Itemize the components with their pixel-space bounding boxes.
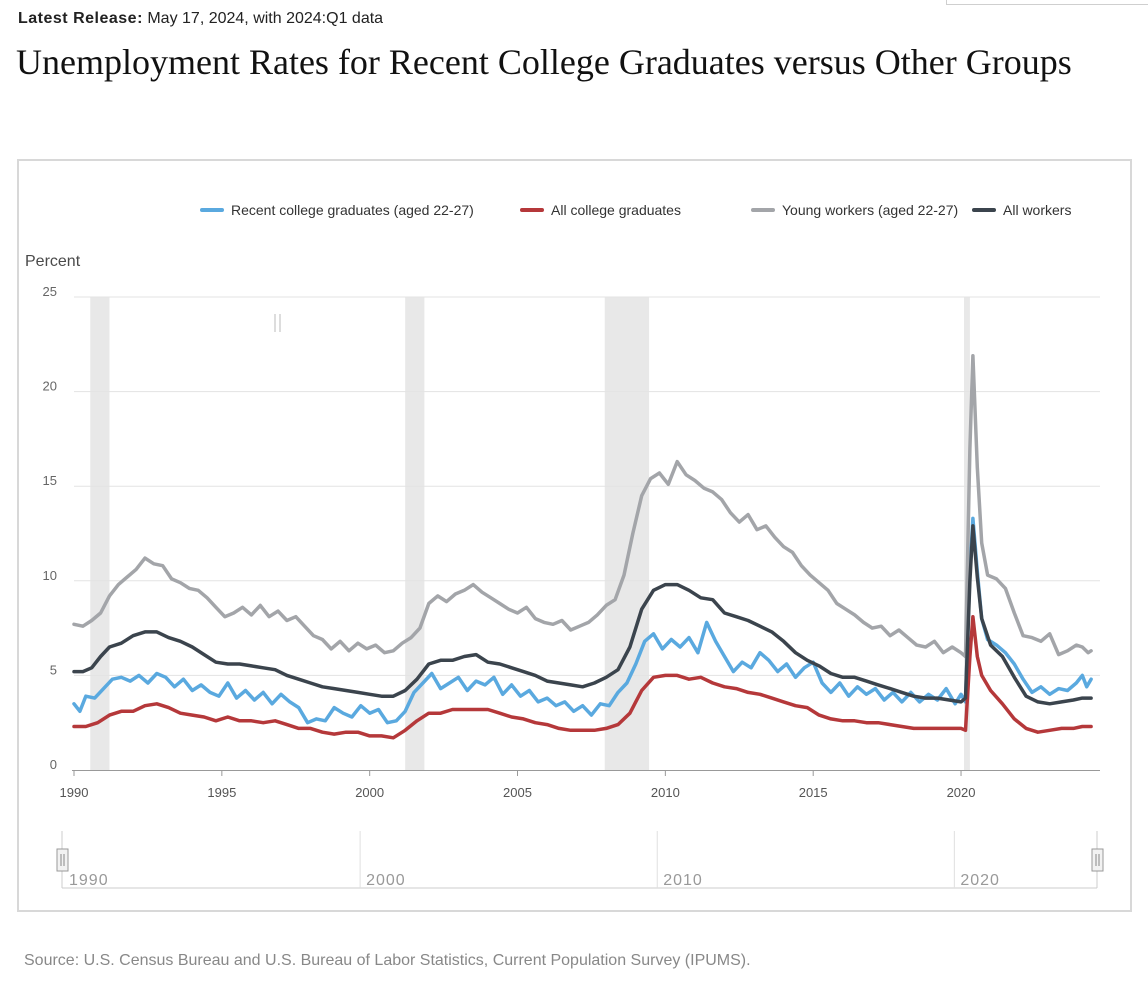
series-line-1: [72, 516, 1093, 725]
source-note: Source: U.S. Census Bureau and U.S. Bure…: [24, 952, 751, 969]
x-tick-label: 2000: [355, 785, 384, 800]
release-info: Latest Release: May 17, 2024, with 2024:…: [18, 10, 383, 28]
legend-label[interactable]: All workers: [1003, 202, 1071, 218]
y-axis-label: Percent: [25, 253, 81, 270]
y-tick-label: 25: [43, 284, 57, 299]
recession-band: [405, 297, 425, 770]
navigator-label: 1990: [69, 872, 109, 889]
series-line-4: [72, 524, 1093, 706]
navigator-right-handle[interactable]: [1091, 848, 1104, 872]
line-chart: 0 5 10 15 20 25 1990 1995 2000 2005 2010 2015 2020 Pe…: [25, 202, 1104, 889]
recession-band: [604, 297, 650, 770]
navigator-left-handle[interactable]: [56, 848, 69, 872]
legend-label[interactable]: All college graduates: [551, 202, 681, 218]
navigator-label: 2000: [366, 872, 406, 889]
y-tick-label: 15: [43, 473, 57, 488]
x-tick-label: 1995: [207, 785, 236, 800]
navigator-label: 2010: [663, 872, 703, 889]
y-tick-label: 20: [43, 379, 57, 394]
y-tick-label: 5: [50, 662, 57, 677]
navigator-label: 2020: [960, 872, 1000, 889]
series-line-2: [72, 614, 1093, 740]
x-tick-label: 2020: [947, 785, 976, 800]
page-title: Unemployment Rates for Recent College Gr…: [16, 42, 1072, 82]
x-tick-label: 1990: [60, 785, 89, 800]
top-divider: [946, 0, 1148, 5]
x-tick-label: 2015: [799, 785, 828, 800]
x-tick-label: 2010: [651, 785, 680, 800]
release-date: May 17, 2024, with 2024:Q1 data: [147, 10, 384, 27]
chart-container: 0 5 10 15 20 25 1990 1995 2000 2005 2010 2015 2020 Pe…: [17, 159, 1132, 912]
release-label: Latest Release:: [18, 10, 143, 27]
series-line-3: [72, 353, 1093, 659]
y-tick-label: 0: [50, 757, 57, 772]
x-tick-label: 2005: [503, 785, 532, 800]
y-tick-label: 10: [43, 568, 57, 583]
legend-label[interactable]: Recent college graduates (aged 22-27): [231, 202, 474, 218]
legend-label[interactable]: Young workers (aged 22-27): [782, 202, 958, 218]
